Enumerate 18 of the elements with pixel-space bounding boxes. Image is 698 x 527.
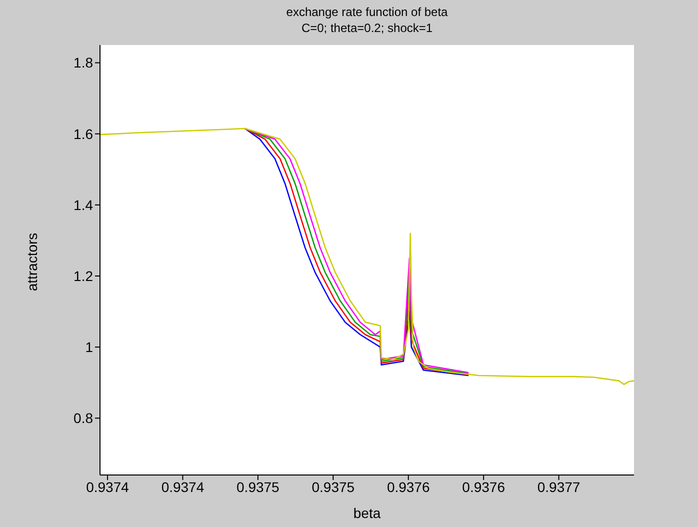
x-axis-title: beta	[352, 505, 382, 521]
chart-title: exchange rate function of beta	[285, 4, 449, 20]
x-tick-label: 0.9376	[386, 478, 430, 495]
x-tick-label: 0.9374	[86, 478, 130, 495]
x-tick-label: 0.9375	[236, 478, 280, 495]
y-tick-label: 1.4	[74, 196, 94, 213]
y-axis-title: attractors	[24, 232, 40, 292]
x-tick-label: 0.9375	[312, 478, 355, 495]
y-tick-label: 1	[85, 339, 94, 356]
chart-subtitle: C=0; theta=0.2; shock=1	[300, 20, 434, 36]
y-tick-label: 0.8	[74, 410, 94, 426]
y-tick-label: 1.8	[74, 54, 94, 71]
y-tick-label: 1.2	[74, 268, 94, 284]
x-tick-label: 0.9376	[462, 478, 506, 495]
line-series	[100, 128, 634, 386]
y-tick-label: 1.6	[74, 126, 94, 142]
x-tick-label: 0.9377	[537, 478, 580, 495]
x-tick-label: 0.9374	[161, 478, 204, 495]
